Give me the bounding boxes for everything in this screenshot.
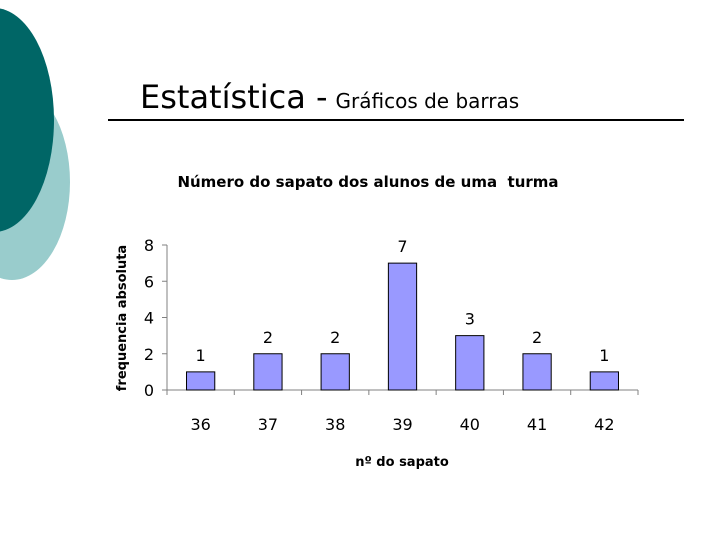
slide-title-main: Estatística - bbox=[140, 78, 328, 116]
title-underline bbox=[108, 119, 684, 121]
chart-title: Número do sapato dos alunos de uma turma bbox=[177, 173, 558, 191]
data-label: 1 bbox=[196, 346, 206, 365]
x-tick-label: 40 bbox=[460, 415, 480, 434]
y-tick-label: 6 bbox=[144, 272, 154, 291]
bar-37 bbox=[253, 353, 283, 391]
slide-title: Estatística - Gráficos de barras bbox=[140, 78, 519, 116]
x-tick-label: 36 bbox=[190, 415, 210, 434]
data-label: 2 bbox=[532, 328, 542, 347]
data-label: 3 bbox=[465, 310, 475, 329]
x-tick-label: 38 bbox=[325, 415, 345, 434]
x-tick-label: 41 bbox=[527, 415, 547, 434]
bar-36 bbox=[186, 371, 216, 391]
bar-38 bbox=[320, 353, 350, 391]
data-label: 1 bbox=[599, 346, 609, 365]
data-label: 2 bbox=[263, 328, 273, 347]
y-tick-label: 0 bbox=[144, 381, 154, 400]
bar-39 bbox=[387, 262, 418, 391]
y-tick-label: 4 bbox=[144, 309, 154, 328]
bar-42 bbox=[589, 371, 619, 391]
data-label: 7 bbox=[397, 237, 407, 256]
y-tick-label: 8 bbox=[144, 236, 154, 255]
x-tick-label: 37 bbox=[258, 415, 278, 434]
y-tick-label: 2 bbox=[144, 345, 154, 364]
x-axis-label: nº do sapato bbox=[355, 455, 449, 470]
data-label: 2 bbox=[330, 328, 340, 347]
dark-teal-circle bbox=[0, 8, 54, 232]
slide-title-sub: Gráficos de barras bbox=[335, 89, 520, 113]
y-axis-label: frequencia absoluta bbox=[115, 245, 130, 391]
x-tick-label: 42 bbox=[594, 415, 614, 434]
bar-41 bbox=[522, 353, 552, 391]
bar-40 bbox=[455, 335, 485, 391]
x-tick-label: 39 bbox=[392, 415, 412, 434]
